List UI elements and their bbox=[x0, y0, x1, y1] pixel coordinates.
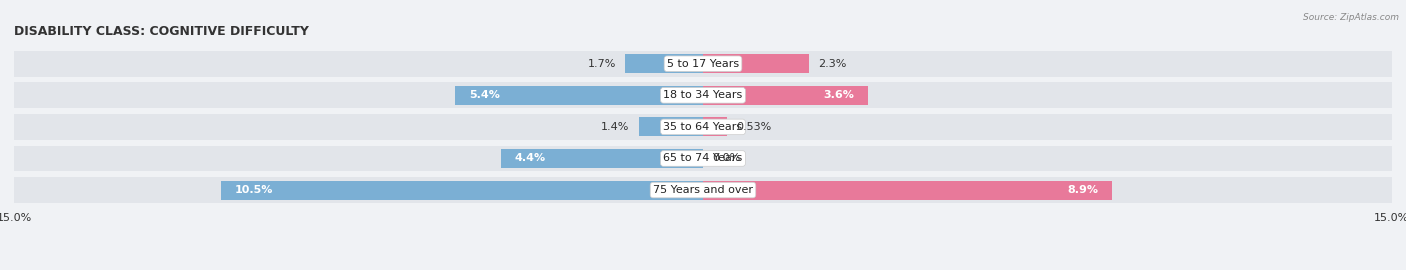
Text: Source: ZipAtlas.com: Source: ZipAtlas.com bbox=[1303, 14, 1399, 22]
Text: DISABILITY CLASS: COGNITIVE DIFFICULTY: DISABILITY CLASS: COGNITIVE DIFFICULTY bbox=[14, 25, 309, 38]
Bar bbox=[14, 146, 1392, 171]
Text: 18 to 34 Years: 18 to 34 Years bbox=[664, 90, 742, 100]
Text: 0.53%: 0.53% bbox=[737, 122, 772, 132]
Bar bbox=[703, 54, 808, 73]
Text: 10.5%: 10.5% bbox=[235, 185, 273, 195]
Text: 0.0%: 0.0% bbox=[713, 153, 741, 163]
Bar bbox=[703, 86, 869, 105]
Bar bbox=[456, 86, 703, 105]
Text: 1.7%: 1.7% bbox=[588, 59, 616, 69]
Bar bbox=[703, 181, 1112, 200]
Bar bbox=[14, 82, 1392, 108]
Text: 5 to 17 Years: 5 to 17 Years bbox=[666, 59, 740, 69]
Bar bbox=[638, 117, 703, 136]
Bar bbox=[624, 54, 703, 73]
Text: 65 to 74 Years: 65 to 74 Years bbox=[664, 153, 742, 163]
Text: 35 to 64 Years: 35 to 64 Years bbox=[664, 122, 742, 132]
Bar bbox=[14, 177, 1392, 203]
Text: 5.4%: 5.4% bbox=[468, 90, 499, 100]
Bar bbox=[501, 149, 703, 168]
Text: 8.9%: 8.9% bbox=[1067, 185, 1098, 195]
Bar bbox=[703, 117, 727, 136]
Bar bbox=[14, 51, 1392, 77]
Bar bbox=[14, 114, 1392, 140]
Text: 1.4%: 1.4% bbox=[602, 122, 630, 132]
Text: 4.4%: 4.4% bbox=[515, 153, 546, 163]
Bar bbox=[221, 181, 703, 200]
Text: 2.3%: 2.3% bbox=[818, 59, 846, 69]
Text: 75 Years and over: 75 Years and over bbox=[652, 185, 754, 195]
Text: 3.6%: 3.6% bbox=[824, 90, 855, 100]
